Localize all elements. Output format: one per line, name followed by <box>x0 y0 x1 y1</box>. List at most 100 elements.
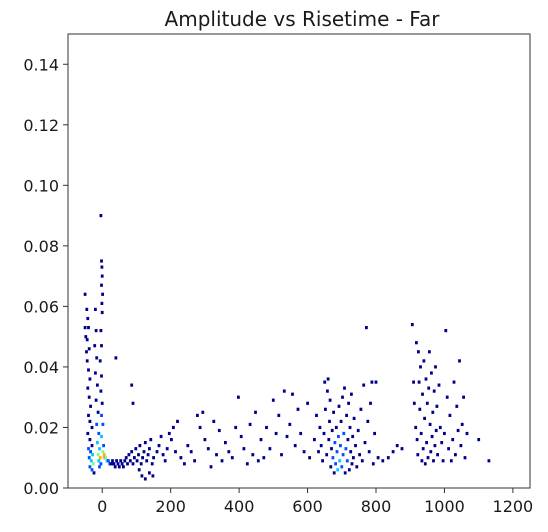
heatmap-bin <box>137 468 141 472</box>
heatmap-bin <box>349 450 353 454</box>
heatmap-bin <box>336 468 340 472</box>
heatmap-bin <box>438 425 442 430</box>
heatmap-bin <box>462 395 465 399</box>
heatmap-bin <box>96 383 99 387</box>
heatmap-bin <box>98 456 102 460</box>
heatmap-bin <box>370 380 374 384</box>
heatmap-bin <box>150 462 154 466</box>
y-tick-label: 0.04 <box>23 358 59 377</box>
heatmap-bin <box>341 453 345 457</box>
heatmap-bin <box>354 444 357 448</box>
heatmap-bin <box>107 459 110 463</box>
heatmap-bin <box>319 444 323 448</box>
heatmap-bin <box>100 301 104 305</box>
heatmap-bin <box>350 462 354 466</box>
heatmap-bin <box>139 462 143 466</box>
heatmap-bin <box>341 395 344 399</box>
heatmap-bin <box>412 380 415 384</box>
heatmap-bin <box>327 438 331 442</box>
heatmap-bin <box>87 447 90 451</box>
y-tick-label: 0.14 <box>23 55 59 74</box>
heatmap-bin <box>99 329 103 333</box>
heatmap-bin <box>83 326 87 330</box>
heatmap-bin <box>109 462 113 466</box>
heatmap-bin <box>288 422 292 426</box>
heatmap-bin <box>345 459 349 463</box>
heatmap-bin <box>348 425 352 430</box>
heatmap-bin <box>97 431 101 436</box>
heatmap-bin <box>86 431 90 436</box>
heatmap-bin <box>220 459 224 463</box>
heatmap-bin <box>265 425 268 430</box>
heatmap-bin <box>318 425 322 430</box>
heatmap-bin <box>89 404 92 408</box>
heatmap-bin <box>395 444 399 448</box>
heatmap-bin <box>459 444 463 448</box>
heatmap-bin <box>92 471 96 475</box>
heatmap-bin <box>86 386 90 390</box>
heatmap-bin <box>443 431 446 436</box>
heatmap-bin <box>259 438 263 442</box>
heatmap-bin <box>99 389 103 393</box>
heatmap-bin <box>90 444 94 448</box>
y-axis-ticks: 0.00 0.02 0.04 0.06 0.08 0.10 0.12 0.14 <box>23 55 68 498</box>
heatmap-bin <box>332 471 336 475</box>
heatmap-bin <box>363 441 367 445</box>
heatmap-bin <box>347 468 351 472</box>
heatmap-bin <box>140 474 144 478</box>
heatmap-bin <box>102 453 106 457</box>
heatmap-bin <box>100 434 103 439</box>
heatmap-bin <box>155 450 159 454</box>
heatmap-bin <box>97 459 101 463</box>
heatmap-bin <box>242 447 246 451</box>
heatmap-bin <box>234 425 238 430</box>
heatmap-bin <box>100 413 103 417</box>
heatmap-bin <box>111 459 114 463</box>
heatmap-bin <box>206 447 210 451</box>
heatmap-bin <box>317 450 320 454</box>
y-tick-label: 0.12 <box>23 116 59 135</box>
heatmap-bin <box>414 425 418 430</box>
heatmap-bin <box>343 386 346 390</box>
heatmap-bin <box>293 444 297 448</box>
heatmap-bin <box>88 438 92 442</box>
heatmap-bin <box>334 425 338 430</box>
heatmap-bin <box>189 450 193 454</box>
heatmap-bin <box>277 413 281 417</box>
heatmap-bin <box>85 338 89 342</box>
heatmap-bin <box>449 459 453 463</box>
heatmap-bin <box>203 438 207 442</box>
heatmap-bin <box>148 471 151 475</box>
heatmap-bin <box>101 422 105 426</box>
heatmap-bin <box>91 462 95 466</box>
heatmap-bin <box>151 474 155 478</box>
heatmap-bin <box>268 447 272 451</box>
heatmap-bin <box>299 431 303 436</box>
heatmap-bin <box>434 365 437 369</box>
heatmap-bin <box>362 383 366 387</box>
heatmap-bin <box>135 459 139 463</box>
heatmap-bin <box>91 453 94 457</box>
heatmap-bin <box>186 444 190 448</box>
heatmap-bin <box>330 447 333 451</box>
heatmap-bin <box>100 401 104 405</box>
heatmap-bin <box>339 419 343 423</box>
heatmap-bin <box>98 447 101 451</box>
heatmap-bin <box>157 444 161 448</box>
heatmap-bin <box>100 259 103 263</box>
y-tick-label: 0.08 <box>23 237 59 256</box>
heatmap-bin <box>487 459 491 463</box>
heatmap-bin <box>423 462 427 466</box>
heatmap-bin <box>248 422 252 426</box>
heatmap-bin <box>331 456 335 460</box>
x-tick-label: 600 <box>292 497 323 516</box>
heatmap-bin <box>141 456 144 460</box>
heatmap-bin <box>256 459 260 463</box>
plot-frame <box>67 33 531 489</box>
heatmap-bin <box>365 326 368 330</box>
heatmap-bin <box>94 371 97 375</box>
heatmap-bin <box>245 462 249 466</box>
x-tick-label: 400 <box>224 497 255 516</box>
heatmap-bin <box>326 377 330 381</box>
heatmap-bin <box>432 389 436 393</box>
